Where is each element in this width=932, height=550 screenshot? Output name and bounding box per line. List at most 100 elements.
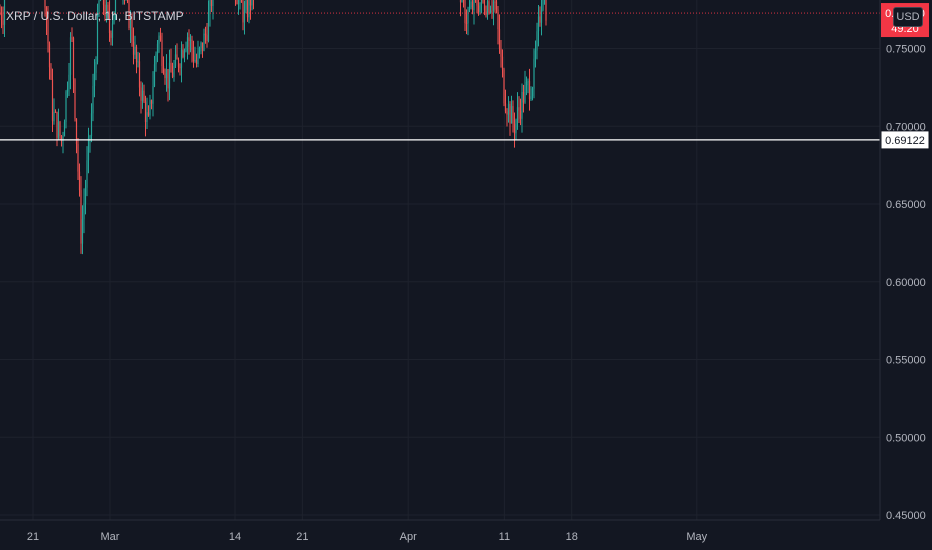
candle-body (0, 13, 3, 21)
candle-body (186, 37, 189, 47)
level-price-label: 0.69122 (885, 135, 925, 147)
candle-body (138, 61, 141, 88)
candle-body (242, 2, 244, 23)
candle-body (177, 59, 180, 68)
candle-body (527, 81, 529, 83)
candle-body (530, 96, 532, 100)
candle-body (54, 111, 57, 113)
candle-body (542, 0, 544, 11)
candle-body (65, 91, 67, 123)
candle-body (113, 11, 115, 24)
candle-body (164, 73, 166, 79)
candle-body (105, 4, 108, 17)
candle-body (191, 39, 193, 51)
candle-body (204, 33, 207, 36)
symbol-title: XRP / U.S. Dollar, 1h, BITSTAMP (6, 9, 184, 23)
candle-body (131, 19, 133, 42)
candle-body (134, 46, 136, 55)
candle-body (195, 60, 198, 65)
drawings-group[interactable] (0, 0, 880, 141)
candle-body (59, 121, 61, 136)
candle-body (534, 50, 537, 59)
candle-body (93, 72, 96, 87)
candle-body (480, 0, 483, 3)
candle-body (111, 23, 114, 38)
candle-body (149, 100, 151, 116)
candle-body (44, 0, 46, 8)
candle-body (71, 37, 73, 39)
candle-body (519, 110, 522, 119)
candle-body (528, 81, 531, 100)
candle-body (192, 50, 195, 62)
candle-body (246, 0, 249, 18)
candle-body (158, 35, 160, 44)
candle-body (110, 33, 112, 38)
candles-group (0, 0, 547, 255)
candle-body (459, 0, 462, 3)
candle-body (104, 4, 106, 17)
x-tick-label: May (686, 531, 707, 543)
y-tick-label: 0.55000 (886, 355, 926, 367)
candle-body (182, 49, 184, 58)
candle-body (518, 107, 520, 111)
candle-body (506, 111, 508, 115)
candle-body (108, 14, 111, 34)
candle-body (140, 87, 142, 101)
candle-body (510, 106, 513, 124)
candle-body (132, 41, 135, 55)
candle-body (210, 0, 213, 7)
candle-body (479, 2, 481, 13)
candle-body (212, 0, 214, 7)
candle-body (86, 160, 88, 188)
candle-body (147, 112, 150, 116)
candle-body (170, 62, 172, 73)
candle-body (47, 19, 49, 44)
candle-body (464, 0, 466, 24)
x-tick-label: 21 (296, 531, 308, 543)
candle-body (78, 171, 81, 191)
candle-body (492, 1, 495, 11)
candle-body (531, 88, 534, 97)
candle-body (173, 65, 175, 78)
candle-body (237, 0, 240, 5)
candle-body (251, 0, 253, 6)
candle-body (2, 20, 4, 25)
candle-body (524, 85, 526, 103)
candle-body (248, 0, 250, 18)
candle-body (488, 1, 490, 13)
candle-body (56, 111, 58, 138)
candle-body (69, 37, 72, 75)
candle-body (96, 13, 99, 62)
candle-body (48, 43, 51, 68)
candle-body (243, 9, 246, 23)
candle-body (95, 61, 97, 73)
price-axis[interactable]: 0.45000 0.50000 0.55000 0.60000 0.65000 0.700… (886, 0, 926, 523)
candle-body (87, 137, 90, 161)
candle-body (494, 1, 496, 3)
candle-body (513, 123, 516, 134)
candle-body (176, 54, 178, 60)
candle-body (189, 39, 192, 41)
candle-body (497, 9, 499, 30)
candle-body (114, 0, 117, 12)
candle-body (486, 1, 489, 16)
time-axis[interactable]: 21 Mar 14 21 Apr 11 18 May (27, 531, 708, 543)
candle-body (491, 10, 493, 12)
candle-body (3, 0, 6, 25)
candle-body (62, 136, 64, 141)
candle-body (507, 103, 510, 115)
candle-body (545, 0, 547, 21)
currency-button[interactable]: USD (893, 7, 923, 27)
y-tick-label: 0.75000 (886, 44, 926, 56)
candle-body (539, 16, 541, 23)
candle-body (171, 72, 174, 78)
candle-body (198, 48, 201, 52)
candle-body (141, 90, 144, 101)
candle-body (245, 0, 247, 10)
candle-body (159, 35, 162, 41)
candle-body (521, 92, 523, 119)
candle-body (236, 0, 238, 5)
y-tick-label: 0.50000 (886, 432, 926, 444)
